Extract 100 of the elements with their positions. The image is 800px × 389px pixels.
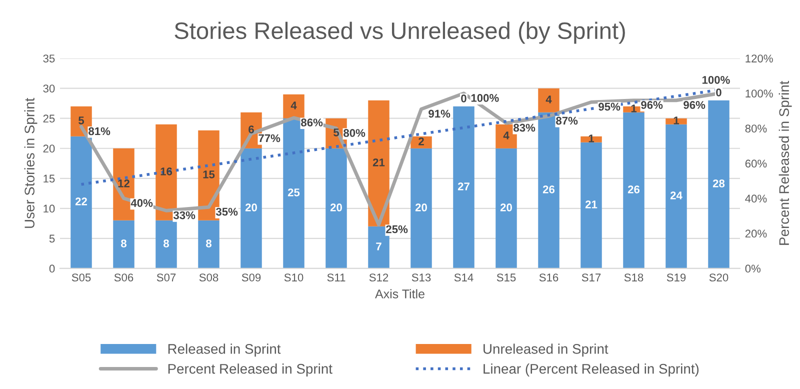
data-label: 81% bbox=[88, 127, 110, 136]
y2-tick-label: 80% bbox=[745, 124, 767, 133]
bar bbox=[113, 220, 134, 268]
x-tick-label: S20 bbox=[709, 274, 728, 282]
bar bbox=[453, 106, 474, 268]
data-label: 0 bbox=[461, 94, 466, 102]
x-tick-label: S14 bbox=[454, 274, 474, 282]
data-label: 1 bbox=[588, 134, 594, 142]
data-label: 100% bbox=[702, 76, 730, 84]
legend-label: Released in Sprint bbox=[168, 344, 281, 357]
data-label: 8 bbox=[121, 240, 126, 248]
y2-tick-label: 120% bbox=[746, 54, 773, 62]
y-tick-label: 20 bbox=[43, 144, 55, 153]
data-label: 96% bbox=[641, 101, 663, 109]
data-label: 1 bbox=[674, 116, 680, 124]
data-label: 25 bbox=[288, 188, 300, 196]
bar bbox=[368, 100, 390, 226]
data-label: 21 bbox=[372, 158, 385, 166]
data-label: 100% bbox=[471, 94, 499, 102]
data-label: 6 bbox=[248, 125, 254, 134]
data-label: 5 bbox=[334, 128, 340, 136]
x-tick-label: S07 bbox=[156, 274, 176, 282]
x-tick-label: S08 bbox=[199, 274, 218, 282]
data-label: 4 bbox=[290, 102, 297, 110]
data-label: 1 bbox=[631, 104, 637, 112]
data-label: 4 bbox=[546, 96, 552, 104]
data-label: 86% bbox=[301, 118, 323, 126]
y2-axis-title: Percent Released in Sprint bbox=[778, 80, 792, 245]
data-label: 20 bbox=[245, 204, 257, 212]
data-label: 21 bbox=[585, 200, 598, 208]
data-label: 27 bbox=[458, 182, 470, 190]
data-label: 20 bbox=[415, 204, 427, 212]
y2-tick-label: 100% bbox=[746, 90, 773, 98]
data-label: 28 bbox=[712, 180, 725, 188]
y-tick-label: 25 bbox=[43, 114, 55, 123]
y2-tick-label: 40% bbox=[745, 194, 767, 203]
y-tick-label: 10 bbox=[44, 204, 55, 213]
bar bbox=[496, 148, 517, 268]
data-label: 33% bbox=[173, 211, 196, 220]
bar bbox=[580, 142, 602, 268]
data-label: 91% bbox=[428, 110, 450, 118]
data-label: 83% bbox=[514, 124, 536, 132]
data-label: 5 bbox=[78, 116, 84, 124]
x-tick-label: S06 bbox=[114, 274, 134, 282]
bar bbox=[283, 94, 304, 118]
data-label: 22 bbox=[75, 198, 87, 206]
bar bbox=[326, 148, 347, 268]
data-label: 80% bbox=[344, 129, 366, 137]
x-tick-label: S05 bbox=[72, 274, 91, 282]
y-tick-label: 30 bbox=[43, 84, 55, 92]
data-label: 4 bbox=[503, 132, 510, 140]
x-tick-label: S10 bbox=[284, 274, 304, 282]
data-label: 95% bbox=[598, 102, 620, 111]
y-axis-title: User Stories in Sprint bbox=[24, 98, 38, 228]
y2-tick-label: 60% bbox=[745, 160, 767, 168]
bar bbox=[70, 136, 92, 268]
x-tick-label: S15 bbox=[496, 274, 516, 282]
data-label: 87% bbox=[556, 116, 578, 125]
bar bbox=[410, 148, 432, 268]
bar bbox=[156, 220, 177, 268]
bar bbox=[623, 112, 644, 268]
data-label: 8 bbox=[164, 240, 169, 248]
chart-title: Stories Released vs Unreleased (by Sprint) bbox=[174, 22, 625, 44]
bar bbox=[708, 100, 730, 268]
data-label: 2 bbox=[418, 137, 424, 146]
x-tick-label: S16 bbox=[539, 274, 558, 282]
data-label: 8 bbox=[206, 240, 212, 248]
data-label: 25% bbox=[386, 225, 408, 234]
data-label: 77% bbox=[258, 134, 280, 142]
data-label: 24 bbox=[670, 192, 682, 200]
y-tick-label: 35 bbox=[43, 54, 55, 62]
data-label: 20 bbox=[330, 204, 342, 212]
bar bbox=[538, 88, 560, 112]
legend-label: Unreleased in Sprint bbox=[484, 344, 608, 357]
x-tick-label: S11 bbox=[327, 274, 346, 282]
data-label: 15 bbox=[203, 170, 215, 178]
bar bbox=[666, 118, 687, 124]
y-tick-label: 15 bbox=[44, 174, 55, 183]
data-label: 26 bbox=[628, 186, 640, 194]
data-label: 26 bbox=[542, 186, 555, 194]
bar bbox=[240, 148, 262, 268]
bar bbox=[666, 124, 687, 268]
bar bbox=[198, 220, 220, 268]
data-label: 35% bbox=[216, 208, 238, 216]
data-label: 12 bbox=[118, 180, 130, 188]
y2-tick-label: 20% bbox=[745, 230, 767, 238]
x-tick-label: S19 bbox=[666, 274, 686, 282]
bar bbox=[580, 136, 602, 142]
x-tick-label: S17 bbox=[582, 274, 601, 282]
data-label: 20 bbox=[500, 204, 512, 212]
x-tick-label: S18 bbox=[624, 274, 644, 282]
y2-tick-label: 0% bbox=[745, 264, 761, 273]
x-tick-label: S13 bbox=[412, 274, 431, 282]
x-tick-label: S12 bbox=[369, 274, 388, 282]
x-tick-label: S09 bbox=[242, 274, 261, 282]
data-label: 40% bbox=[130, 199, 153, 207]
bar bbox=[410, 136, 432, 148]
y-tick-label: 5 bbox=[49, 234, 55, 243]
x-axis-title: Axis Title bbox=[375, 289, 424, 298]
y-tick-label: 0 bbox=[49, 264, 55, 273]
